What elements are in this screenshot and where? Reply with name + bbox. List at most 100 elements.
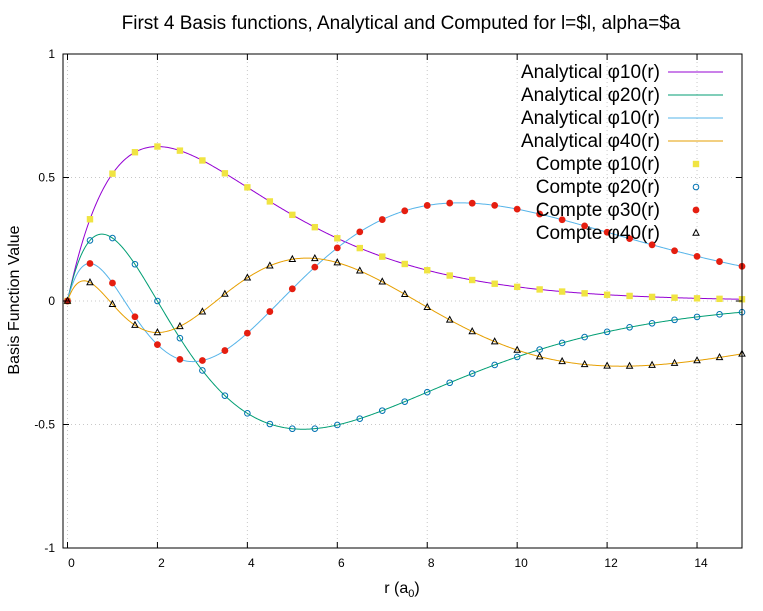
data-point-series-7 bbox=[513, 205, 521, 213]
x-axis-label-close: ) bbox=[414, 580, 419, 597]
data-point-series-8 bbox=[176, 321, 184, 330]
legend-label-2: Analytical φ20(r) bbox=[521, 85, 660, 106]
data-point-series-8 bbox=[333, 258, 342, 266]
data-point-series-6 bbox=[513, 353, 521, 361]
data-point-series-5 bbox=[581, 290, 588, 297]
data-point-series-5 bbox=[131, 149, 139, 156]
data-point-series-6 bbox=[423, 388, 431, 396]
legend-label-7: Compte φ30(r) bbox=[536, 200, 660, 221]
data-point-series-6 bbox=[109, 234, 116, 242]
data-point-series-5 bbox=[109, 170, 116, 177]
data-point-series-6 bbox=[266, 420, 274, 428]
data-point-series-6 bbox=[244, 410, 251, 417]
data-point-series-6 bbox=[311, 425, 319, 432]
data-point-series-7 bbox=[198, 357, 206, 364]
data-point-series-7 bbox=[446, 199, 454, 207]
legend-label-8: Compte φ40(r) bbox=[536, 223, 660, 244]
data-point-series-6 bbox=[626, 323, 633, 331]
data-point-series-5 bbox=[603, 291, 611, 298]
x-tick-label: 2 bbox=[158, 556, 165, 570]
data-point-series-7 bbox=[626, 235, 633, 242]
x-axis-label-main: r (a bbox=[384, 580, 408, 597]
data-point-series-8 bbox=[468, 327, 477, 335]
data-point-series-6 bbox=[154, 297, 161, 305]
legend: Analytical φ10(r)Analytical φ20(r)Analyt… bbox=[521, 62, 723, 244]
data-point-series-6 bbox=[199, 367, 206, 374]
data-point-series-5 bbox=[289, 211, 296, 219]
data-point-series-7 bbox=[693, 252, 701, 260]
data-point-series-7 bbox=[716, 258, 723, 265]
data-point-series-5 bbox=[176, 147, 184, 154]
data-point-series-7 bbox=[311, 263, 319, 271]
data-point-series-6 bbox=[378, 407, 386, 414]
data-point-series-8 bbox=[625, 361, 634, 369]
data-point-series-6 bbox=[446, 379, 454, 387]
y-tick-label: -1 bbox=[44, 541, 55, 555]
data-point-series-6 bbox=[581, 333, 588, 341]
data-point-series-8 bbox=[131, 320, 139, 328]
data-point-series-7 bbox=[86, 260, 94, 267]
chart-title: First 4 Basis functions, Analytical and … bbox=[122, 13, 681, 34]
ticks: 0 2 4 6 8 10 12 14 -1 -0.5 0 0.5 1 bbox=[34, 47, 742, 570]
y-tick-label: 0 bbox=[48, 294, 55, 308]
data-point-series-8 bbox=[490, 337, 499, 345]
x-tick-label: 0 bbox=[68, 556, 75, 570]
data-point-series-8 bbox=[266, 261, 274, 269]
legend-label-1: Analytical φ10(r) bbox=[521, 62, 660, 83]
data-point-series-6 bbox=[86, 237, 94, 244]
data-point-series-6 bbox=[468, 370, 476, 377]
legend-swatch-7 bbox=[692, 206, 700, 214]
data-point-series-8 bbox=[603, 361, 611, 369]
data-point-series-5 bbox=[491, 280, 498, 287]
data-point-series-7 bbox=[288, 285, 296, 293]
data-point-series-6 bbox=[221, 392, 229, 399]
x-axis-label: r (a0) bbox=[384, 580, 419, 600]
data-point-series-5 bbox=[244, 184, 251, 191]
x-tick-label: 8 bbox=[428, 556, 435, 570]
data-point-series-7 bbox=[154, 341, 161, 349]
data-point-series-5 bbox=[513, 283, 521, 291]
data-point-series-8 bbox=[198, 307, 207, 315]
x-tick-label: 6 bbox=[338, 556, 345, 570]
data-point-series-8 bbox=[670, 358, 679, 366]
data-point-series-5 bbox=[558, 288, 566, 295]
data-point-series-8 bbox=[648, 360, 656, 368]
data-point-series-7 bbox=[378, 216, 386, 223]
data-point-series-5 bbox=[626, 292, 633, 300]
data-point-series-5 bbox=[648, 293, 656, 301]
data-point-series-5 bbox=[536, 286, 543, 293]
x-tick-label: 10 bbox=[514, 556, 528, 570]
y-tick-label: 0.5 bbox=[38, 171, 55, 185]
legend-label-5: Compte φ10(r) bbox=[536, 154, 660, 175]
data-point-series-8 bbox=[580, 359, 589, 368]
data-point-series-5 bbox=[671, 294, 678, 301]
x-tick-label: 4 bbox=[248, 556, 255, 570]
data-point-series-8 bbox=[423, 302, 432, 310]
data-point-series-8 bbox=[63, 296, 72, 304]
data-point-series-5 bbox=[311, 223, 319, 231]
data-point-series-8 bbox=[86, 278, 94, 286]
data-point-series-5 bbox=[266, 198, 274, 205]
data-point-series-5 bbox=[424, 267, 431, 274]
data-point-series-5 bbox=[716, 295, 723, 303]
data-point-series-6 bbox=[333, 421, 341, 429]
data-point-series-6 bbox=[289, 425, 296, 433]
data-point-series-7 bbox=[176, 355, 184, 363]
data-point-series-8 bbox=[221, 289, 229, 297]
data-point-series-7 bbox=[221, 347, 229, 354]
data-point-series-7 bbox=[266, 308, 274, 315]
data-point-series-6 bbox=[693, 313, 701, 321]
data-point-series-6 bbox=[131, 260, 139, 268]
data-point-series-7 bbox=[581, 222, 589, 230]
data-point-series-8 bbox=[693, 356, 701, 364]
data-point-series-6 bbox=[491, 361, 498, 369]
data-point-series-8 bbox=[715, 352, 724, 361]
data-point-series-7 bbox=[131, 313, 139, 321]
data-point-series-8 bbox=[445, 315, 454, 323]
legend-swatch-5 bbox=[692, 160, 700, 168]
data-point-series-8 bbox=[400, 289, 409, 297]
data-point-series-7 bbox=[109, 279, 116, 287]
series-line-2 bbox=[67, 233, 743, 430]
legend-label-6: Compte φ20(r) bbox=[536, 177, 660, 198]
data-point-series-5 bbox=[446, 272, 453, 279]
